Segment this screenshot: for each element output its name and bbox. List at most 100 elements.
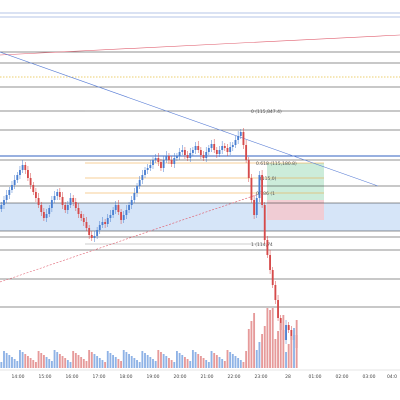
trend-line-red-dashed[interactable]	[0, 192, 263, 283]
candle-body	[176, 156, 178, 158]
candle-body	[242, 132, 245, 145]
volume-bar	[64, 358, 67, 368]
volume-bar	[24, 354, 27, 368]
volume-bar	[269, 310, 271, 368]
volume-bar	[210, 351, 213, 368]
volume-bar	[197, 354, 200, 368]
candle-body	[80, 214, 83, 218]
candle-body	[82, 218, 85, 222]
volume-bar	[162, 354, 165, 368]
volume-bar	[173, 362, 176, 368]
candle-body	[157, 158, 160, 162]
volume-bar	[170, 360, 173, 368]
volume-bar	[165, 356, 168, 368]
candle-body	[13, 180, 16, 185]
candle-body	[24, 165, 27, 170]
volume-bar	[96, 356, 99, 368]
volume-bar	[277, 331, 279, 368]
candle-body	[287, 325, 290, 330]
fib-low-label: 1 (114,74	[251, 242, 273, 248]
volume-bar	[290, 336, 293, 368]
candle-body	[207, 148, 210, 152]
candle-body	[16, 175, 19, 180]
volume-bar	[77, 355, 80, 368]
candle-body	[168, 156, 170, 160]
candle-body	[226, 148, 229, 152]
candle-body	[181, 150, 184, 152]
volume-bar	[0, 362, 3, 368]
volume-bar	[245, 351, 248, 368]
candle-body	[194, 146, 197, 150]
x-tick-label: 01:00	[309, 374, 322, 380]
volume-bar	[40, 353, 43, 368]
volume-bar	[253, 313, 256, 368]
volume-bar	[247, 329, 250, 368]
volume-bar	[3, 351, 5, 368]
volume-bar	[53, 350, 56, 368]
volume-bar	[183, 357, 186, 368]
volume-bar	[226, 350, 229, 368]
volume-bar	[237, 358, 240, 368]
fib-618-label: 0.618 (115,180.8)	[256, 161, 297, 167]
candle-body	[165, 156, 168, 160]
volume-bar	[74, 353, 77, 368]
volume-bar	[66, 360, 69, 368]
volume-bar	[11, 357, 13, 368]
x-tick-label: 14:00	[12, 374, 25, 380]
candle-body	[117, 205, 120, 212]
candle-body	[3, 200, 5, 205]
volume-bar	[130, 356, 133, 368]
volume-bar	[146, 355, 149, 368]
candle-body	[234, 140, 237, 145]
volume-bar	[287, 344, 290, 368]
candle-body	[101, 222, 104, 225]
volume-bar	[98, 358, 101, 368]
volume-bar	[255, 350, 258, 368]
candle-body	[93, 236, 96, 238]
candlestick-series[interactable]	[0, 128, 298, 352]
candle-body	[5, 195, 8, 200]
x-tick-label: 20:00	[174, 374, 187, 380]
trend-line-blue[interactable]	[0, 51, 379, 187]
candle-body	[173, 158, 176, 164]
volume-bar	[138, 362, 141, 368]
candle-body	[144, 170, 146, 175]
candle-body	[120, 212, 122, 220]
volume-bar	[48, 359, 51, 368]
candle-body	[88, 228, 91, 235]
candle-body	[269, 255, 271, 270]
x-tick-label: 15:00	[39, 374, 52, 380]
candle-body	[45, 214, 48, 218]
candle-body	[40, 205, 43, 212]
candle-body	[19, 170, 21, 175]
candle-body	[50, 200, 53, 208]
candle-body	[191, 150, 194, 153]
volume-bar	[80, 357, 83, 368]
fibonacci-tool[interactable]	[85, 110, 324, 245]
fib-high-label: 0 (115,847.4)	[251, 109, 282, 115]
horizontal-levels	[0, 12, 400, 308]
volume-bar	[144, 353, 146, 368]
candle-body	[27, 170, 29, 178]
volume-bar	[160, 352, 162, 368]
volume-bar	[229, 352, 232, 368]
trend-line-red[interactable]	[0, 34, 400, 56]
volume-bar	[112, 355, 115, 368]
x-axis-ticks: 14:00 15:00 16:00 17:00 18:00 19:00 20:00 21:00…	[12, 374, 398, 380]
candle-body	[138, 180, 141, 186]
candle-body	[48, 208, 51, 214]
candle-body	[34, 192, 37, 198]
x-tick-label: 23:00	[255, 374, 268, 380]
volume-bar	[32, 360, 35, 368]
volume-bar	[29, 358, 32, 368]
candle-body	[271, 270, 274, 285]
volume-bar	[223, 361, 226, 368]
candle-body	[0, 205, 3, 209]
candle-body	[221, 146, 224, 150]
candle-body	[205, 152, 208, 158]
candle-body	[213, 144, 216, 150]
volume-bar	[215, 355, 218, 368]
volume-bar	[125, 352, 128, 368]
